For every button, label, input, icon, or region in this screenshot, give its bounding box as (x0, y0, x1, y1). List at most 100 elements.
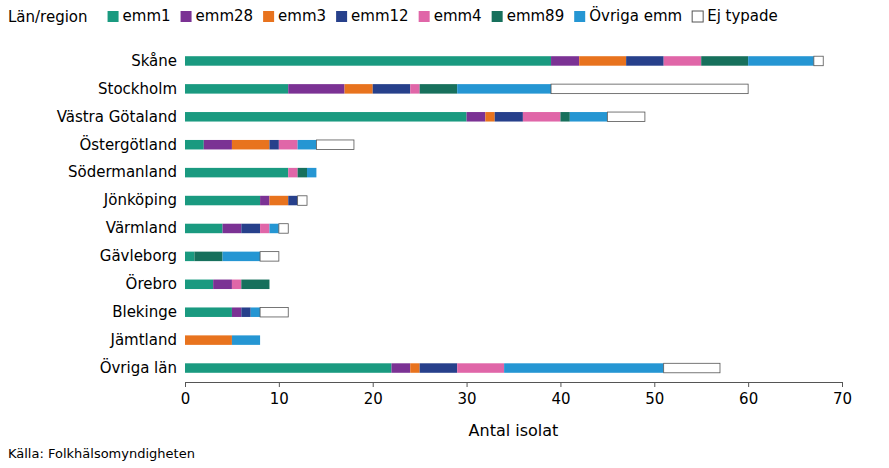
bar-segment (420, 363, 458, 372)
tick-label: 20 (364, 390, 383, 408)
tick: 10 (270, 382, 289, 408)
tick-mark (373, 382, 374, 387)
bar-segment (251, 307, 260, 316)
legend-label: Övriga emm (589, 6, 682, 25)
bar-segment (607, 112, 645, 121)
legend-swatch (181, 11, 192, 22)
tick-mark (279, 382, 280, 387)
bar-segment (185, 363, 391, 372)
bar-segment (269, 280, 270, 289)
bar-segment (307, 168, 316, 177)
tick: Örebro (126, 274, 177, 293)
tick: Gävleborg (100, 247, 177, 265)
bar-segment (269, 280, 270, 289)
bar-segment (570, 112, 608, 121)
bar-segment (185, 335, 232, 344)
y-axis: Skåne Stockholm Västra Götaland Östergötlan… (57, 52, 177, 377)
legend-swatch (108, 11, 119, 22)
bar-segment (185, 307, 232, 316)
bar-segment (260, 252, 279, 261)
legend-swatch (419, 11, 430, 22)
tick: Skåne (131, 52, 177, 70)
tick-label: 70 (833, 390, 852, 408)
tick: Blekinge (112, 303, 177, 321)
tick: 30 (458, 382, 477, 408)
bar-segment (279, 140, 298, 149)
bar-segment (232, 307, 241, 316)
tick-label: Gävleborg (100, 247, 177, 265)
tick: 40 (551, 382, 570, 408)
tick-label: Örebro (126, 274, 177, 293)
bar-segment (298, 196, 307, 205)
legend-label: emm3 (278, 7, 326, 25)
bar-segment (316, 168, 317, 177)
tick-label: Övriga län (100, 358, 177, 377)
tick-label: 10 (270, 390, 289, 408)
tick-label: 60 (739, 390, 758, 408)
tick-mark (748, 382, 749, 387)
tick: Stockholm (98, 80, 177, 98)
tick-label: 30 (458, 390, 477, 408)
tick-label: 0 (181, 390, 191, 408)
tick: Övriga län (100, 358, 177, 377)
tick: Jönköping (103, 191, 177, 209)
tick-label: Skåne (131, 52, 177, 70)
bar-segment (560, 112, 569, 121)
bar-segment (551, 56, 579, 65)
tick: Östergötland (79, 135, 177, 154)
bar-segment (185, 280, 213, 289)
legend-swatch (492, 11, 503, 22)
bar-segment (185, 84, 288, 93)
x-axis-title: Antal isolat (469, 421, 559, 440)
bar-segment (288, 168, 297, 177)
bar-segment (204, 140, 232, 149)
tick: Jämtland (110, 331, 178, 349)
legend-label: emm1 (123, 7, 171, 25)
bar-segment (185, 56, 551, 65)
legend-swatch (263, 11, 274, 22)
bar-segment (504, 363, 664, 372)
bar-segment (279, 224, 288, 233)
bar-segment (420, 84, 458, 93)
bar-segment (194, 252, 222, 261)
tick-label: Stockholm (98, 80, 177, 98)
tick-label: Jämtland (110, 331, 178, 349)
bar-segment (185, 112, 467, 121)
tick-mark (654, 382, 655, 387)
bar-segment (260, 196, 269, 205)
y-axis-title: Län/region (8, 8, 88, 26)
bars (185, 56, 823, 373)
legend-label: emm89 (507, 7, 565, 25)
legend-swatch (336, 11, 347, 22)
bar-segment (223, 224, 242, 233)
bar-segment (410, 363, 419, 372)
tick: 60 (739, 382, 758, 408)
bar-segment (298, 140, 317, 149)
tick-label: Västra Götaland (57, 108, 177, 126)
legend-label: Ej typade (707, 7, 778, 25)
bar-segment (260, 335, 261, 344)
annotation: Källa: Folkhälsomyndigheten (8, 446, 195, 461)
bar-segment (241, 280, 269, 289)
bar-segment (260, 224, 269, 233)
tick-label: 40 (551, 390, 570, 408)
bar-segment (495, 112, 523, 121)
bar-segment (551, 84, 748, 93)
bar-segment (269, 224, 278, 233)
bar-segment (185, 252, 194, 261)
bar-segment (185, 168, 288, 177)
tick-mark (185, 382, 186, 387)
bar-segment (288, 84, 344, 93)
tick: 0 (181, 382, 191, 408)
bar-segment (316, 140, 354, 149)
chart: 010203040506070SkåneStockholmVästra Göta… (0, 0, 889, 468)
bar-segment (345, 84, 373, 93)
tick-label: Jönköping (103, 191, 177, 209)
bar-segment (185, 140, 204, 149)
bar-segment (457, 363, 504, 372)
bar-segment (185, 224, 223, 233)
tick-mark (467, 382, 468, 387)
bar-segment (232, 335, 260, 344)
bar-segment (457, 84, 551, 93)
tick-label: Södermanland (68, 163, 177, 181)
